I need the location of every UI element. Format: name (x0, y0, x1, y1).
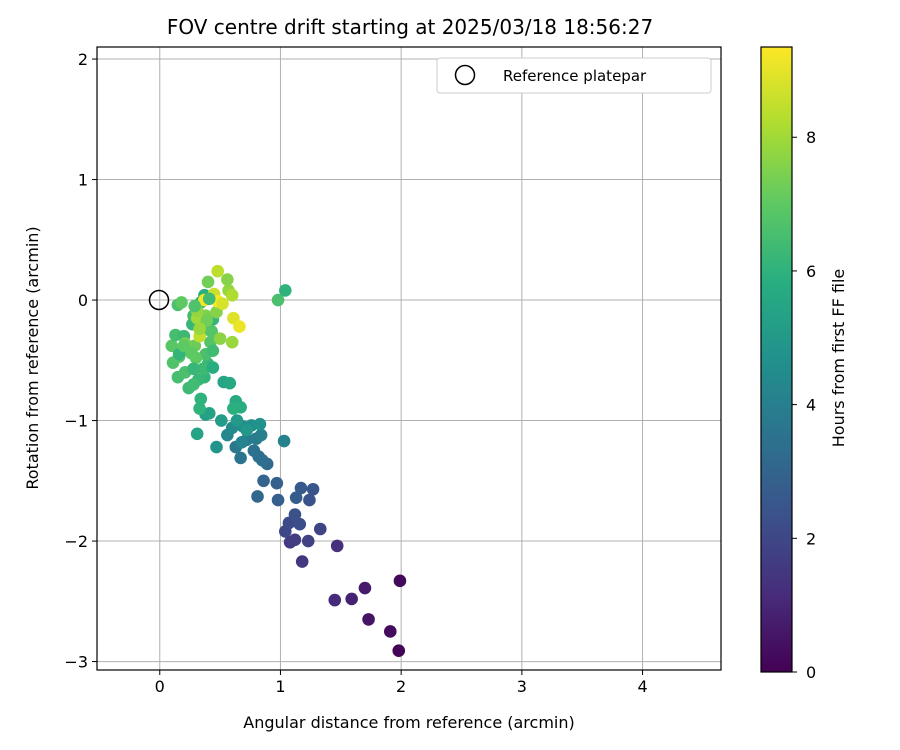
y-tick-label: −2 (64, 532, 88, 551)
data-point (256, 454, 269, 467)
data-point (257, 474, 270, 488)
data-point (227, 402, 240, 415)
data-point (383, 625, 397, 638)
data-point (306, 482, 320, 496)
data-point (206, 344, 220, 357)
data-point (362, 613, 375, 626)
grid-lines (97, 47, 721, 670)
data-point (221, 273, 234, 286)
legend: Reference platepar (436, 57, 712, 94)
reference-platepar-marker (148, 289, 170, 311)
data-point (190, 427, 204, 441)
legend-box (436, 57, 712, 94)
y-axis-ticks: −3 −2 −1 0 1 2 (64, 50, 97, 672)
data-point (393, 574, 407, 588)
data-point (313, 522, 327, 536)
colorbar-tick-label: 2 (806, 529, 816, 548)
x-axis-ticks: 0 1 2 3 4 (155, 670, 648, 696)
y-tick-label: 0 (78, 291, 88, 310)
chart-title: FOV centre drift starting at 2025/03/18 … (167, 15, 653, 39)
plot-frame (96, 46, 722, 671)
data-point (225, 335, 239, 349)
data-point (234, 451, 247, 465)
data-point (271, 493, 285, 507)
data-point (233, 320, 246, 333)
colorbar-label: Hours from first FF file (829, 269, 848, 448)
data-point (271, 293, 285, 307)
data-point (206, 361, 220, 374)
colorbar-tick-label: 8 (806, 128, 816, 147)
colorbar-ticks: 0 2 4 6 8 (792, 128, 816, 682)
data-point (225, 288, 239, 302)
legend-label: Reference platepar (503, 67, 647, 85)
y-tick-label: 1 (78, 171, 88, 190)
data-point (288, 533, 302, 547)
data-point (301, 534, 315, 548)
data-point (200, 314, 214, 327)
y-tick-label: 2 (78, 50, 88, 69)
data-point (295, 555, 309, 568)
y-axis-label: Rotation from reference (arcmin) (23, 226, 42, 489)
x-tick-label: 3 (517, 677, 527, 696)
data-point (187, 378, 200, 391)
data-point (193, 322, 206, 336)
x-tick-label: 0 (155, 677, 165, 696)
data-point (235, 435, 249, 449)
data-point (175, 296, 188, 309)
data-point (210, 440, 223, 454)
data-point (223, 376, 237, 390)
data-point (253, 417, 267, 431)
data-point (216, 297, 229, 310)
data-point (202, 407, 216, 420)
data-point (213, 332, 227, 345)
y-tick-label: −1 (64, 412, 88, 431)
data-point (358, 581, 372, 595)
data-point (165, 339, 179, 353)
data-point (196, 362, 210, 376)
data-point (392, 644, 406, 658)
data-point (294, 481, 308, 495)
data-point (270, 476, 284, 490)
data-point (215, 414, 228, 427)
data-point (202, 292, 216, 306)
data-point (288, 508, 302, 521)
legend-reference-marker (454, 64, 476, 86)
data-point (211, 264, 224, 278)
data-point (293, 517, 307, 531)
x-tick-label: 4 (637, 677, 647, 696)
colorbar (760, 46, 793, 673)
data-point (278, 284, 292, 297)
data-point (328, 593, 342, 607)
data-point (330, 539, 344, 553)
colorbar-tick-label: 4 (806, 396, 816, 415)
data-point (247, 444, 261, 457)
data-point (194, 392, 208, 406)
x-axis-label: Angular distance from reference (arcmin) (243, 713, 574, 732)
x-tick-label: 1 (275, 677, 285, 696)
data-point (303, 493, 316, 507)
y-tick-label: −3 (64, 653, 88, 672)
data-point (187, 362, 200, 376)
data-point (251, 490, 264, 503)
colorbar-tick-label: 0 (806, 663, 816, 682)
colorbar-tick-label: 6 (806, 262, 816, 281)
data-point (201, 275, 215, 289)
x-tick-label: 2 (396, 677, 406, 696)
data-point (240, 423, 253, 437)
data-point (177, 339, 191, 353)
data-point (345, 592, 358, 606)
data-point (193, 402, 206, 415)
data-point (205, 325, 218, 338)
data-point (254, 428, 268, 442)
data-point (277, 434, 291, 448)
data-point (188, 299, 202, 313)
data-point (289, 491, 303, 504)
data-point (230, 414, 244, 427)
data-points (165, 264, 407, 658)
